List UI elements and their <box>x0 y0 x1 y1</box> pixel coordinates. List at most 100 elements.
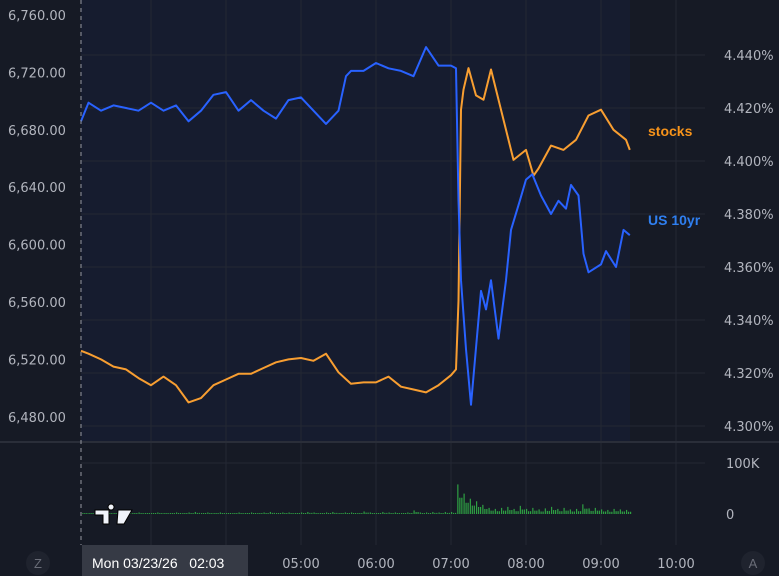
volume-bar <box>378 513 380 514</box>
volume-shaded-region <box>81 443 630 540</box>
volume-bar <box>582 504 584 514</box>
volume-bar <box>580 511 582 514</box>
volume-bar <box>621 511 623 514</box>
right-tick-label: 4.440% <box>724 49 774 64</box>
volume-bar <box>540 511 542 514</box>
volume-bar <box>496 511 498 514</box>
volume-bar <box>157 512 159 514</box>
volume-bar <box>382 511 384 514</box>
volume-bar <box>419 512 421 514</box>
volume-bar <box>315 513 317 514</box>
volume-bar <box>486 508 488 514</box>
volume-bar <box>132 512 134 514</box>
volume-bar <box>148 513 150 514</box>
volume-bar <box>255 513 257 514</box>
volume-bar <box>278 513 280 514</box>
right-axis: 4.440% 4.420% 4.400% 4.380% 4.360% 4.340% 4.32… <box>724 49 774 435</box>
volume-bar <box>505 510 507 514</box>
volume-bar <box>178 513 180 514</box>
left-axis: 6,760.00 6,720.00 6,680.00 6,640.00 6,600.00… <box>8 9 66 426</box>
volume-bar <box>511 510 513 514</box>
volume-bar <box>563 507 565 514</box>
volume-bar <box>453 512 455 514</box>
volume-bar <box>348 513 350 514</box>
volume-bar <box>571 511 573 514</box>
volume-bar <box>163 512 165 514</box>
volume-bar <box>261 513 263 514</box>
volume-bar <box>411 513 413 514</box>
volume-bar <box>194 511 196 514</box>
crosshair-time-label-bg <box>82 545 248 576</box>
volume-bar <box>184 513 186 514</box>
svg-text:Z: Z <box>34 556 42 571</box>
volume-bar <box>590 510 592 514</box>
gridlines <box>81 0 705 545</box>
left-tick-label: 6,600.00 <box>8 239 66 254</box>
volume-bar <box>236 513 238 514</box>
volume-bar <box>223 513 225 514</box>
volume-bar <box>90 513 92 514</box>
volume-bar <box>238 512 240 514</box>
volume-bar <box>407 512 409 514</box>
auto-scale-button[interactable]: A <box>741 551 765 575</box>
volume-bar <box>242 513 244 514</box>
time-tick-label: 07:00 <box>432 557 469 572</box>
volume-bar <box>355 513 357 514</box>
volume-bar <box>328 513 330 514</box>
volume-bar <box>109 513 111 514</box>
volume-bar <box>403 513 405 514</box>
volume-bar <box>207 512 209 514</box>
volume-bar <box>557 508 559 514</box>
volume-bar <box>130 513 132 514</box>
volume-tick-0: 0 <box>726 508 734 523</box>
volume-bar <box>480 506 482 514</box>
plot-shaded-region <box>81 0 630 441</box>
volume-bar <box>551 506 553 514</box>
reset-zoom-button[interactable]: Z <box>26 551 50 575</box>
volume-bar <box>567 510 569 514</box>
volume-bar <box>392 513 394 514</box>
volume-bar <box>436 512 438 514</box>
volume-bar <box>626 509 628 514</box>
volume-bar <box>598 510 600 514</box>
volume-bar <box>503 510 505 514</box>
volume-bar <box>230 513 232 514</box>
volume-bar <box>276 512 278 514</box>
right-tick-label: 4.300% <box>724 420 774 435</box>
volume-bar <box>613 508 615 514</box>
volume-bar <box>321 513 323 514</box>
volume-bar <box>171 513 173 514</box>
volume-bar <box>442 513 444 514</box>
volume-bar <box>519 505 521 514</box>
volume-bar <box>490 510 492 514</box>
left-tick-label: 6,680.00 <box>8 124 66 139</box>
volume-bar <box>565 510 567 514</box>
volume-bar <box>213 512 215 514</box>
volume-bar <box>569 509 571 514</box>
volume-bar <box>144 512 146 514</box>
volume-bar <box>398 513 400 514</box>
volume-bar <box>88 513 90 514</box>
time-tick-label: 09:00 <box>582 557 619 572</box>
volume-bar <box>369 512 371 514</box>
volume-bar <box>469 498 471 514</box>
volume-bar <box>167 513 169 514</box>
volume-bar <box>596 510 598 514</box>
volume-bar <box>134 513 136 514</box>
volume-bar <box>142 513 144 514</box>
volume-bar <box>113 512 115 514</box>
volume-bar <box>340 513 342 514</box>
volume-bar <box>246 513 248 514</box>
volume-bar <box>367 512 369 514</box>
volume-bar <box>513 508 515 514</box>
volume-bar <box>138 512 140 514</box>
volume-bar <box>115 513 117 514</box>
volume-bar <box>542 511 544 514</box>
volume-bar <box>353 513 355 514</box>
volume-bar <box>421 513 423 514</box>
volume-bar <box>186 513 188 514</box>
volume-bar <box>253 513 255 514</box>
volume-bar <box>288 512 290 514</box>
volume-bar <box>417 512 419 514</box>
